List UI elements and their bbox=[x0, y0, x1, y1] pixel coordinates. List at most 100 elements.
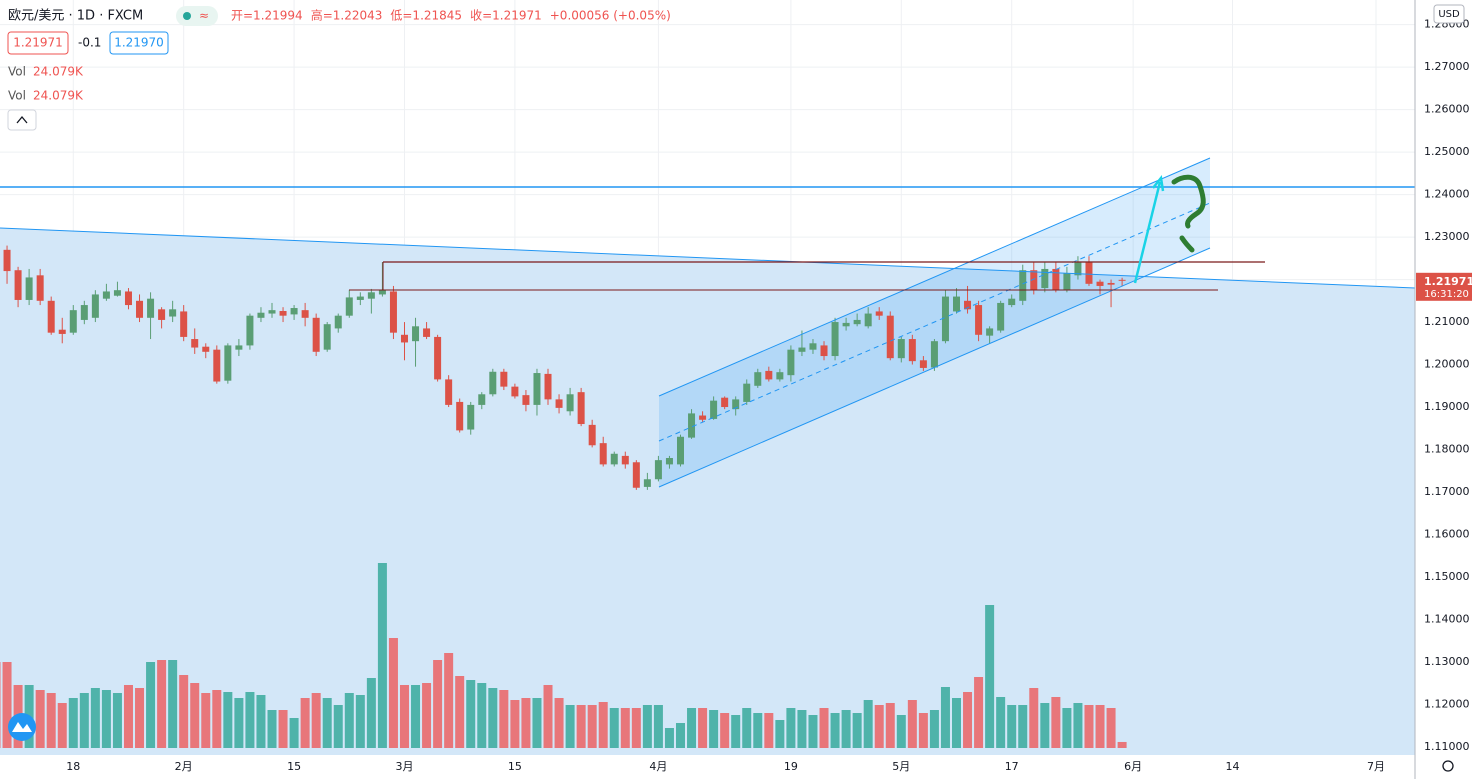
volume-bar bbox=[675, 723, 685, 748]
settings-icon[interactable] bbox=[1442, 760, 1454, 772]
candle-body bbox=[1085, 262, 1093, 284]
volume-bar bbox=[985, 605, 995, 748]
volume-bar bbox=[289, 718, 299, 748]
candle-body bbox=[511, 386, 519, 397]
triangle-fill bbox=[0, 228, 1415, 755]
volume-bar bbox=[477, 683, 487, 748]
last-price-box bbox=[1416, 272, 1472, 301]
candle-body bbox=[875, 311, 883, 316]
logo-icon bbox=[12, 722, 32, 732]
volume-bar bbox=[620, 708, 630, 748]
candle-body bbox=[643, 479, 651, 487]
volume-bar bbox=[300, 698, 310, 748]
y-tick-label: 1.16000 bbox=[1424, 527, 1470, 540]
sell-price[interactable]: 1.21971 bbox=[13, 36, 63, 50]
volume-bar bbox=[731, 715, 741, 748]
volume-bar bbox=[819, 708, 829, 748]
candle-body bbox=[456, 401, 464, 431]
volume-bar bbox=[68, 698, 78, 748]
volume-bar bbox=[775, 720, 785, 748]
volume-bar bbox=[720, 713, 730, 748]
volume-bar bbox=[841, 710, 851, 748]
candle-body bbox=[235, 345, 243, 350]
candle-body bbox=[279, 311, 287, 316]
buy-price[interactable]: 1.21970 bbox=[114, 36, 164, 50]
buy-button[interactable] bbox=[109, 31, 169, 55]
candle-body bbox=[268, 310, 276, 314]
volume-bar bbox=[123, 685, 133, 748]
candle-body bbox=[522, 395, 530, 405]
channel-upper bbox=[658, 157, 1211, 397]
volume-bar bbox=[377, 563, 387, 748]
volume-bar bbox=[146, 662, 156, 748]
candle-body bbox=[467, 404, 475, 430]
volume-bar bbox=[201, 693, 211, 748]
last-price: 1.21971 bbox=[1424, 275, 1472, 288]
volume-bar bbox=[355, 695, 365, 748]
candle-body bbox=[323, 324, 331, 350]
volume-bar bbox=[1018, 705, 1028, 748]
volume-bar bbox=[996, 697, 1006, 748]
candle-body bbox=[688, 413, 696, 438]
candle-body bbox=[80, 305, 88, 320]
candle-body bbox=[69, 310, 77, 333]
candle-body bbox=[124, 291, 132, 306]
logo[interactable] bbox=[8, 713, 36, 741]
status-pill[interactable] bbox=[176, 6, 218, 26]
volume-bar bbox=[1095, 705, 1105, 748]
collapse-icon bbox=[16, 115, 28, 124]
y-tick-label: 1.20000 bbox=[1424, 358, 1470, 371]
candle-body bbox=[1041, 268, 1049, 289]
trend-line bbox=[0, 227, 1416, 289]
candle-body bbox=[202, 346, 210, 352]
candle-body bbox=[356, 296, 364, 300]
candle-body bbox=[864, 313, 872, 327]
candle-body bbox=[1008, 298, 1016, 306]
candle-body bbox=[191, 339, 199, 348]
collapse-button[interactable] bbox=[7, 109, 37, 131]
arrow bbox=[1133, 181, 1162, 284]
volume-bar bbox=[852, 713, 862, 748]
volume-bar bbox=[1084, 705, 1094, 748]
y-tick-label: 1.27000 bbox=[1424, 60, 1470, 73]
volume-bar bbox=[488, 688, 498, 748]
candle-body bbox=[665, 458, 673, 465]
volume-bar bbox=[874, 705, 884, 748]
volume-bar bbox=[179, 675, 189, 748]
candle-body bbox=[478, 394, 486, 405]
candle-body bbox=[113, 290, 121, 296]
volume-bar bbox=[1073, 703, 1083, 748]
candle-body bbox=[345, 297, 353, 316]
candle-body bbox=[787, 349, 795, 376]
volume-value: 24.079K bbox=[33, 89, 84, 103]
volume-bar bbox=[951, 698, 961, 748]
volume-bar bbox=[322, 698, 332, 748]
candle-body bbox=[1063, 273, 1071, 291]
currency-box[interactable] bbox=[1433, 4, 1465, 24]
candle-body bbox=[986, 328, 994, 336]
ohlc-item: 开=1.21994 bbox=[231, 9, 303, 23]
volume-bar bbox=[742, 708, 752, 748]
candle-body bbox=[599, 443, 607, 465]
candle-body bbox=[710, 400, 718, 419]
volume-bar bbox=[907, 700, 917, 748]
y-tick-label: 1.18000 bbox=[1424, 443, 1470, 456]
candle-body bbox=[389, 291, 397, 333]
volume-bar bbox=[576, 705, 586, 748]
ohlc-legend: 开=1.21994 高=1.22043 低=1.21845 收=1.21971 +0.0… bbox=[231, 8, 671, 23]
volume-bar bbox=[422, 683, 432, 748]
volume-bar bbox=[1062, 708, 1072, 748]
x-tick-label: 18 bbox=[66, 760, 80, 773]
candle-body bbox=[699, 415, 707, 420]
candle-body bbox=[853, 319, 861, 325]
candle-body bbox=[743, 383, 751, 402]
candle-body bbox=[1074, 262, 1082, 276]
volume-bar bbox=[311, 693, 321, 748]
volume-bar bbox=[963, 692, 973, 748]
volume-bar bbox=[433, 660, 443, 748]
candle-body bbox=[489, 371, 497, 395]
x-tick-label: 5月 bbox=[892, 760, 910, 773]
candle-body bbox=[566, 394, 574, 412]
sell-button[interactable] bbox=[7, 31, 69, 55]
